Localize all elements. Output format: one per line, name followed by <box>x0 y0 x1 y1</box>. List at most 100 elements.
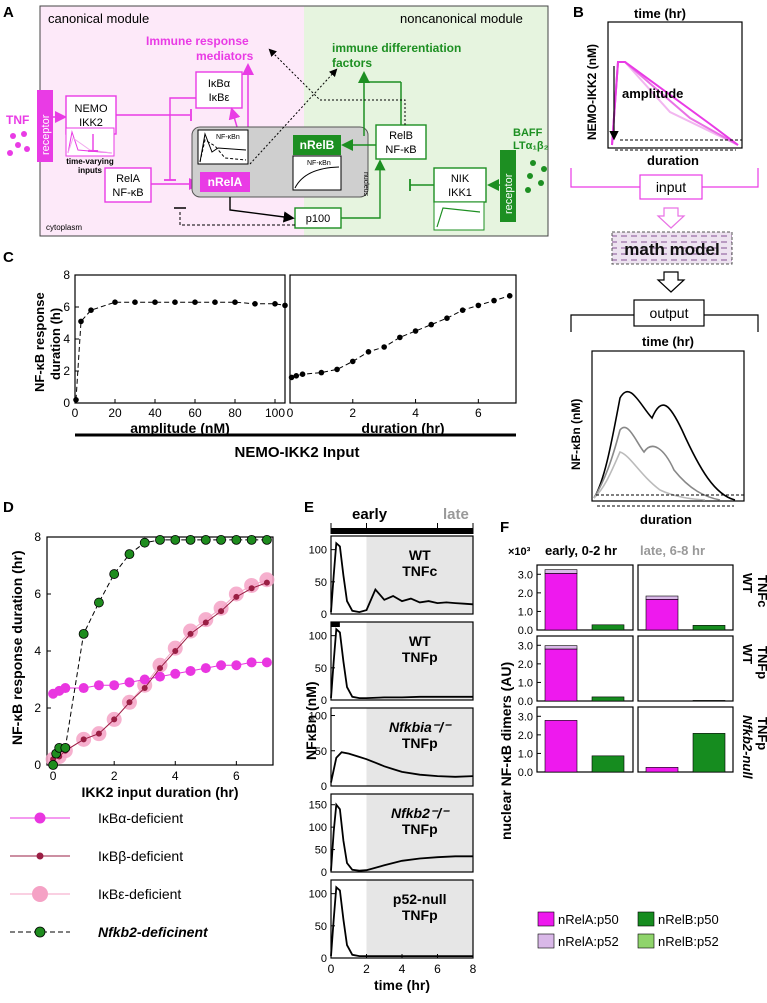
f-row-genotype: WT <box>740 644 755 664</box>
panel-label-d: D <box>3 499 14 516</box>
x-axis-label: amplitude (nM) <box>130 420 230 436</box>
data-point <box>444 315 450 322</box>
y-tick-label: 3.0 <box>518 640 533 652</box>
y-tick-label: 2.0 <box>518 588 533 600</box>
data-point <box>170 668 181 679</box>
nik-inset <box>433 201 485 231</box>
relb-nfkb-label: NF-κB <box>385 144 416 156</box>
b-amplitude-label: amplitude <box>622 86 683 101</box>
y-tick-label: 100 <box>309 889 327 901</box>
data-point <box>155 534 165 545</box>
bar-nrelb-p50 <box>692 625 726 631</box>
series-line <box>52 582 268 760</box>
legend-swatch <box>537 933 555 949</box>
late-window-shading <box>366 708 438 786</box>
x-axis-label: IKK2 input duration (hr) <box>81 784 238 800</box>
legend-marker <box>32 886 48 902</box>
chart-c-duration: 0 2 4 6 duration (hr) <box>287 274 517 436</box>
timecourse-line <box>330 541 474 614</box>
bar-nrela-p50 <box>544 720 578 773</box>
x-tick-label: 80 <box>228 406 242 420</box>
plot-frame <box>289 274 517 404</box>
data-point <box>397 334 403 341</box>
baff-label: BAFF <box>513 127 543 139</box>
cytoplasm-label: cytoplasm <box>46 223 82 232</box>
d-legend: IκBα-deficient IκBβ-deficient IκBε-deficie… <box>10 810 209 940</box>
x-tick-label: 4 <box>172 769 179 783</box>
chart-d-duration: 0 2 4 6 0 2 4 6 8 NF-κB response duration (hr) IKK… <box>9 530 275 800</box>
mediators-label: mediators <box>196 49 254 63</box>
factors-label: factors <box>332 56 372 70</box>
legend-label: nRelA:p50 <box>558 912 619 927</box>
late-window-shading <box>366 880 438 958</box>
y-tick-label: 0 <box>321 953 327 965</box>
subplot-frame <box>330 621 474 701</box>
legend-marker <box>34 926 46 938</box>
plot-frame <box>74 274 286 404</box>
y-tick-label: 6 <box>63 300 70 314</box>
panel-label-b: B <box>573 4 584 21</box>
x-tick-label: 6 <box>434 962 441 976</box>
y-tick-label: 0 <box>321 867 327 879</box>
bar-nrela-p52 <box>645 595 679 600</box>
data-point <box>506 293 513 299</box>
data-point <box>124 677 135 688</box>
series-line <box>291 295 510 378</box>
data-point <box>261 657 272 668</box>
tnf-receptor <box>37 90 53 162</box>
y-tick-label: 50 <box>315 746 327 758</box>
noncanonical-module-label: noncanonical module <box>400 11 523 26</box>
f-row-stimulus: TNFc <box>755 575 767 608</box>
y-axis-label: nuclear NF-κB dimers (AU) <box>498 662 514 840</box>
x-tick-label: 100 <box>265 406 285 420</box>
y-tick-label: 2 <box>63 364 70 378</box>
c-ylabel-1: NF-κB response <box>32 292 47 392</box>
bar-nrela-p50 <box>544 648 578 702</box>
data-point <box>200 663 211 674</box>
nrelb-box <box>293 135 341 155</box>
y-tick-label: 3.0 <box>518 569 533 581</box>
data-point <box>155 671 165 682</box>
data-point <box>109 569 120 579</box>
legend-label: Nfkb2-deficinent <box>98 924 209 940</box>
timecourse-line <box>330 802 473 872</box>
data-point <box>141 685 148 692</box>
nfkbn-inset-label: NF-κBn <box>216 134 240 141</box>
data-point <box>192 299 198 306</box>
data-point <box>73 397 79 403</box>
data-point <box>94 597 104 608</box>
timecourse-line <box>330 885 473 957</box>
relb-nfkb-box <box>375 124 427 160</box>
y-tick-label: 150 <box>309 800 327 812</box>
data-point <box>60 743 71 753</box>
canonical-module-label: canonical module <box>48 11 149 26</box>
y-tick-label: 0.0 <box>518 696 533 708</box>
legend-label: nRelA:p52 <box>558 934 619 949</box>
x-axis-label: time (hr) <box>374 977 430 993</box>
data-point <box>252 301 258 307</box>
c-ylabel-2: duration (h) <box>48 308 63 380</box>
y-tick-label: 0 <box>34 758 41 772</box>
input-label: input <box>656 179 686 195</box>
y-tick-label: 50 <box>315 845 327 857</box>
x-tick-label: 0 <box>50 769 57 783</box>
subplot-frame <box>637 635 734 702</box>
b-nemo-ylabel: NEMO-IKK2 (nM) <box>585 44 599 140</box>
nrelb-label: nRelB <box>300 138 335 152</box>
math-model-box <box>611 231 733 265</box>
chart-c-amplitude: 0 20 40 60 80 100 0 2 4 6 8 amplitude (nM) <box>63 268 288 436</box>
bar-nrela-p50 <box>645 767 679 773</box>
y-tick-label: 100 <box>309 711 327 723</box>
data-point <box>170 534 181 545</box>
y-tick-label: 0 <box>321 609 327 621</box>
data-point <box>112 299 118 306</box>
rela-nfkb-label: NF-κB <box>112 187 143 199</box>
tnf-label: TNF <box>6 113 29 127</box>
early-window <box>331 708 367 786</box>
subplot-stimulus: TNFp <box>402 821 438 837</box>
data-point <box>88 307 94 314</box>
time-varying-label: time-varying <box>66 157 114 166</box>
data-point <box>272 301 278 307</box>
lta-label: LTα₁β₂ <box>513 140 549 152</box>
